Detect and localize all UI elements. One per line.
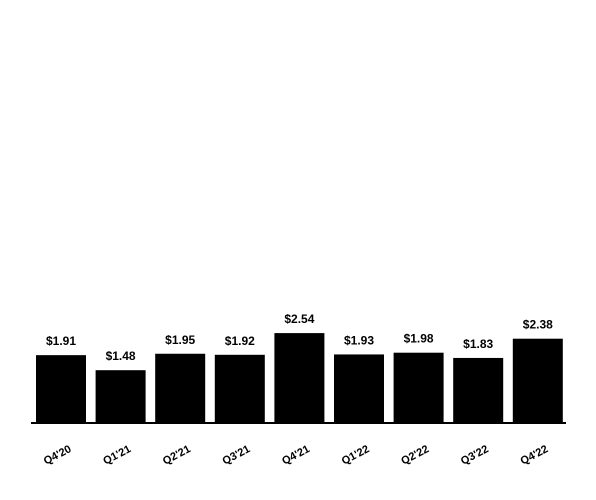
category-label-6: Q2'22: [399, 443, 431, 467]
value-label-5: $1.93: [344, 333, 374, 347]
bar-4: [274, 333, 325, 422]
value-label-7: $1.83: [463, 337, 493, 351]
bar-3: [214, 354, 265, 422]
value-label-6: $1.98: [404, 332, 434, 346]
bars-group: [36, 333, 563, 422]
category-label-8: Q4'22: [519, 443, 551, 467]
value-label-3: $1.92: [225, 334, 255, 348]
category-label-4: Q4'21: [280, 443, 312, 467]
category-label-2: Q2'21: [161, 443, 193, 467]
bar-7: [453, 357, 504, 422]
value-label-8: $2.38: [523, 318, 553, 332]
value-label-1: $1.48: [106, 349, 136, 363]
bar-2: [155, 353, 206, 422]
bar-8: [512, 338, 563, 422]
value-label-0: $1.91: [46, 334, 76, 348]
bar-1: [95, 370, 146, 422]
bar-6: [393, 352, 444, 422]
category-labels-group: Q4'20 Q1'21 Q2'21 Q3'21 Q4'21 Q1'22 Q2'22 Q3'22…: [42, 443, 551, 467]
bar-0: [36, 355, 86, 422]
bar-5: [334, 354, 384, 422]
category-label-7: Q3'22: [459, 443, 491, 467]
value-label-2: $1.95: [165, 333, 195, 347]
category-label-1: Q1'21: [101, 443, 133, 467]
value-label-4: $2.54: [284, 312, 314, 326]
category-label-3: Q3'21: [221, 443, 253, 467]
value-labels-group: $1.91 $1.48 $1.95 $1.92 $2.54 $1.93 $1.98 $1.83…: [46, 312, 553, 363]
category-label-5: Q1'22: [340, 443, 372, 467]
category-label-0: Q4'20: [42, 443, 74, 467]
